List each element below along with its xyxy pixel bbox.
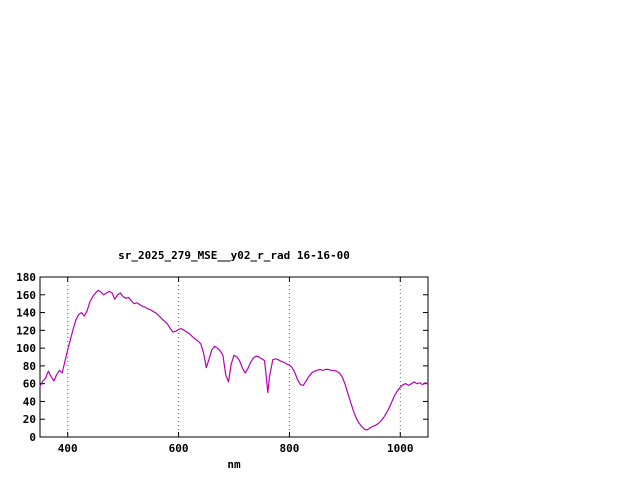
- y-tick-label: 140: [16, 307, 36, 320]
- plot-border: [39, 276, 429, 438]
- chart-title: sr_2025_279_MSE__y02_r_rad 16-16-00: [118, 249, 350, 262]
- y-tick-label: 0: [29, 431, 36, 444]
- y-tick-label: 100: [16, 342, 36, 355]
- x-tick-label: 1000: [387, 442, 414, 455]
- y-tick-label: 80: [23, 360, 36, 373]
- x-tick-label: 600: [169, 442, 189, 455]
- series-line: [39, 289, 429, 431]
- y-tick-label: 180: [16, 271, 36, 284]
- x-axis-label: nm: [227, 458, 241, 471]
- y-tick-label: 60: [23, 378, 36, 391]
- y-tick-label: 120: [16, 324, 36, 337]
- y-tick-label: 20: [23, 413, 36, 426]
- y-tick-label: 40: [23, 395, 36, 408]
- y-tick-label: 160: [16, 289, 36, 302]
- x-tick-label: 400: [58, 442, 78, 455]
- x-tick-label: 800: [279, 442, 299, 455]
